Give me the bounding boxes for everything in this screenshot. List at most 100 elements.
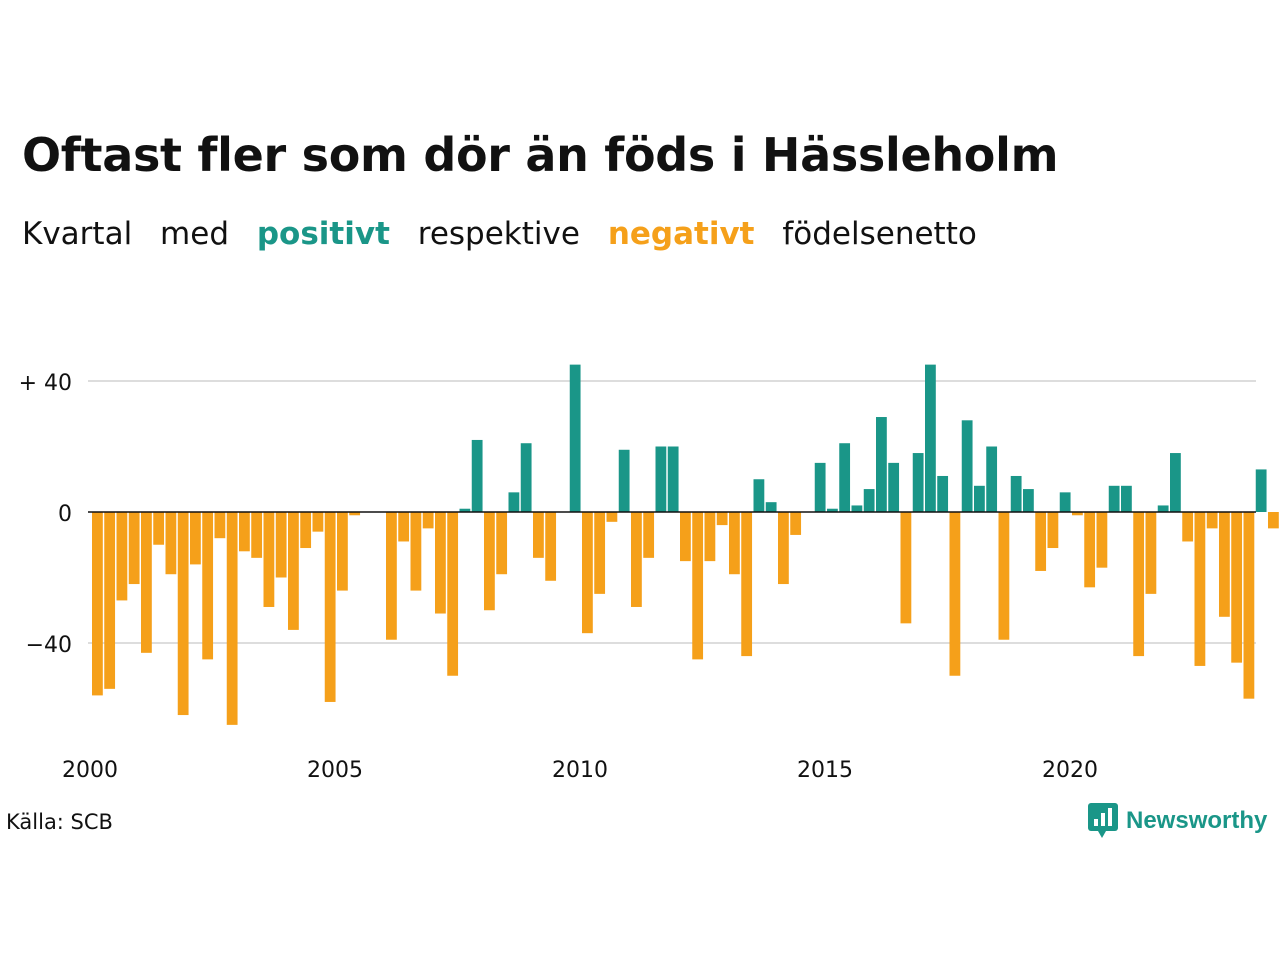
x-tick-label: 2010 bbox=[552, 758, 608, 783]
bar-negative bbox=[435, 512, 446, 614]
y-tick-label: −40 bbox=[26, 633, 72, 658]
bar-negative bbox=[410, 512, 422, 591]
bar-positive bbox=[1170, 453, 1181, 512]
bar-positive bbox=[912, 453, 924, 512]
bar-negative bbox=[692, 512, 704, 660]
bar-positive bbox=[508, 492, 520, 512]
bar-negative bbox=[729, 512, 740, 575]
bar-negative bbox=[386, 512, 397, 640]
bar-negative bbox=[1133, 512, 1145, 657]
y-tick-label: 0 bbox=[58, 502, 72, 527]
bar-chart: + 40 0 −40 2000 2005 2010 2015 2020 bbox=[19, 364, 1279, 783]
bar-negative bbox=[1243, 512, 1255, 699]
bar-negative bbox=[741, 512, 753, 657]
bar-negative bbox=[631, 512, 642, 607]
bar-negative bbox=[704, 512, 716, 562]
bar-positive bbox=[520, 443, 532, 512]
bar-negative bbox=[533, 512, 544, 558]
subtitle-negative: negativt bbox=[607, 216, 755, 252]
bar-positive bbox=[961, 420, 973, 512]
bar-positive bbox=[1121, 485, 1132, 512]
bar-negative bbox=[300, 512, 312, 549]
bar-negative bbox=[251, 512, 263, 558]
brand-logo: Newsworthy bbox=[1088, 803, 1267, 839]
subtitle-word: födelsenetto bbox=[782, 216, 977, 252]
x-tick-label: 2020 bbox=[1042, 758, 1098, 783]
bar-negative bbox=[1206, 512, 1218, 529]
bar-negative bbox=[594, 512, 606, 594]
bar-negative bbox=[1072, 512, 1083, 516]
bar-negative bbox=[606, 512, 618, 522]
newsworthy-logo-icon bbox=[1088, 803, 1118, 838]
bar-positive bbox=[1255, 469, 1267, 512]
bar-negative bbox=[1145, 512, 1157, 594]
bar-positive bbox=[459, 508, 471, 512]
bar-negative bbox=[288, 512, 299, 630]
bar-positive bbox=[655, 446, 667, 512]
bar-positive bbox=[839, 443, 851, 512]
bar-negative bbox=[177, 512, 189, 716]
chart-title: Oftast fler som dör än föds i Hässleholm bbox=[22, 128, 1059, 182]
bar-positive bbox=[827, 508, 838, 512]
bar-positive bbox=[986, 446, 998, 512]
bar-positive bbox=[1010, 475, 1022, 512]
bar-negative bbox=[190, 512, 201, 565]
bar-negative bbox=[312, 512, 324, 532]
bar-positive bbox=[1108, 485, 1120, 512]
bar-negative bbox=[226, 512, 238, 725]
bar-positive bbox=[814, 462, 826, 512]
bar-positive bbox=[569, 364, 581, 512]
bar-negative bbox=[398, 512, 410, 542]
bar-negative bbox=[202, 512, 214, 660]
bar-negative bbox=[643, 512, 655, 558]
bar-positive bbox=[1023, 489, 1034, 512]
bar-negative bbox=[1035, 512, 1047, 571]
bar-negative bbox=[1182, 512, 1194, 542]
brand-name: Newsworthy bbox=[1126, 807, 1268, 834]
bar-negative bbox=[790, 512, 802, 535]
bar-negative bbox=[778, 512, 789, 585]
bar-negative bbox=[1268, 512, 1279, 529]
bar-negative bbox=[324, 512, 336, 702]
bar-positive bbox=[753, 479, 765, 512]
bar-negative bbox=[1084, 512, 1096, 588]
bar-negative bbox=[949, 512, 961, 676]
bar-positive bbox=[765, 502, 777, 512]
bar-negative bbox=[116, 512, 128, 601]
bar-negative bbox=[900, 512, 912, 624]
bar-positive bbox=[471, 439, 483, 512]
bar-negative bbox=[1219, 512, 1230, 617]
bar-positive bbox=[1157, 505, 1169, 512]
bar-negative bbox=[337, 512, 348, 591]
bar-negative bbox=[484, 512, 495, 611]
bar-negative bbox=[92, 512, 103, 696]
bar-negative bbox=[104, 512, 116, 689]
bar-positive bbox=[974, 485, 985, 512]
bar-positive bbox=[888, 462, 900, 512]
bar-negative bbox=[1194, 512, 1206, 666]
bar-negative bbox=[141, 512, 152, 653]
x-tick-label: 2000 bbox=[62, 758, 118, 783]
bar-negative bbox=[496, 512, 508, 575]
bar-negative bbox=[582, 512, 593, 634]
bar-negative bbox=[545, 512, 557, 581]
bar-positive bbox=[863, 489, 875, 512]
bar-negative bbox=[680, 512, 691, 562]
x-tick-label: 2005 bbox=[307, 758, 363, 783]
subtitle-word: respektive bbox=[417, 216, 580, 252]
bar-negative bbox=[716, 512, 728, 526]
bar-negative bbox=[165, 512, 177, 575]
bar-negative bbox=[239, 512, 250, 552]
bar-positive bbox=[876, 417, 887, 512]
subtitle-positive: positivt bbox=[256, 216, 390, 252]
bar-positive bbox=[925, 364, 936, 512]
bar-negative bbox=[422, 512, 434, 529]
bar-negative bbox=[1231, 512, 1243, 663]
bar-negative bbox=[998, 512, 1010, 640]
bar-negative bbox=[275, 512, 287, 578]
bar-negative bbox=[1096, 512, 1108, 568]
source-label: Källa: SCB bbox=[6, 810, 113, 834]
bar-negative bbox=[214, 512, 226, 539]
bar-positive bbox=[851, 505, 863, 512]
bar-negative bbox=[128, 512, 140, 585]
